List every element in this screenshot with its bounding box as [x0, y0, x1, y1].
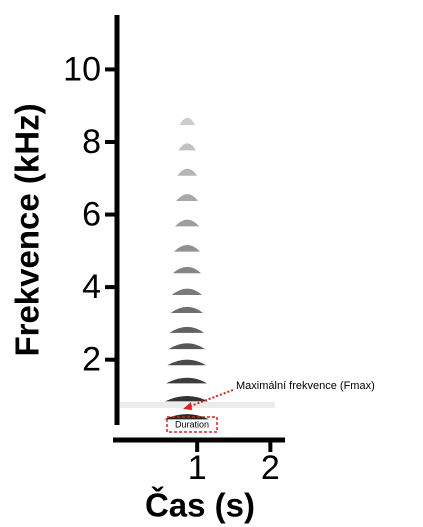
- y-tick-label: 4: [82, 268, 101, 306]
- y-tick-label: 6: [82, 196, 101, 234]
- fmax-label: Maximální frekvence (Fmax): [236, 380, 375, 392]
- harmonic-band: [178, 143, 197, 151]
- harmonic-band: [165, 395, 209, 402]
- harmonic-band: [176, 194, 199, 202]
- harmonic-band: [169, 326, 205, 333]
- y-tick-label: 2: [82, 341, 101, 379]
- harmonic-band: [163, 414, 210, 420]
- y-axis-label: Frekvence (kHz): [9, 103, 46, 356]
- duration-label: Duration: [175, 419, 209, 429]
- harmonic-band: [171, 288, 203, 295]
- duration-box: [166, 416, 218, 433]
- x-tick-label: 1: [188, 449, 207, 487]
- harmonic-band: [172, 266, 202, 274]
- harmonic-band: [179, 117, 196, 126]
- y-tick-label: 8: [82, 123, 101, 161]
- noise-band: [120, 402, 275, 409]
- harmonic-band: [167, 359, 207, 366]
- harmonic-band: [166, 377, 208, 384]
- x-tick-label: 2: [261, 449, 280, 487]
- harmonic-band: [168, 343, 206, 350]
- harmonic-band: [174, 219, 200, 227]
- fmax-arrow: [187, 389, 234, 408]
- harmonic-band: [177, 168, 198, 176]
- harmonic-band: [173, 245, 201, 252]
- harmonic-band: [170, 306, 204, 313]
- y-tick-label: 10: [63, 50, 101, 88]
- x-axis-label: Čas (s): [145, 486, 255, 524]
- fmax-arrowhead: [183, 402, 192, 410]
